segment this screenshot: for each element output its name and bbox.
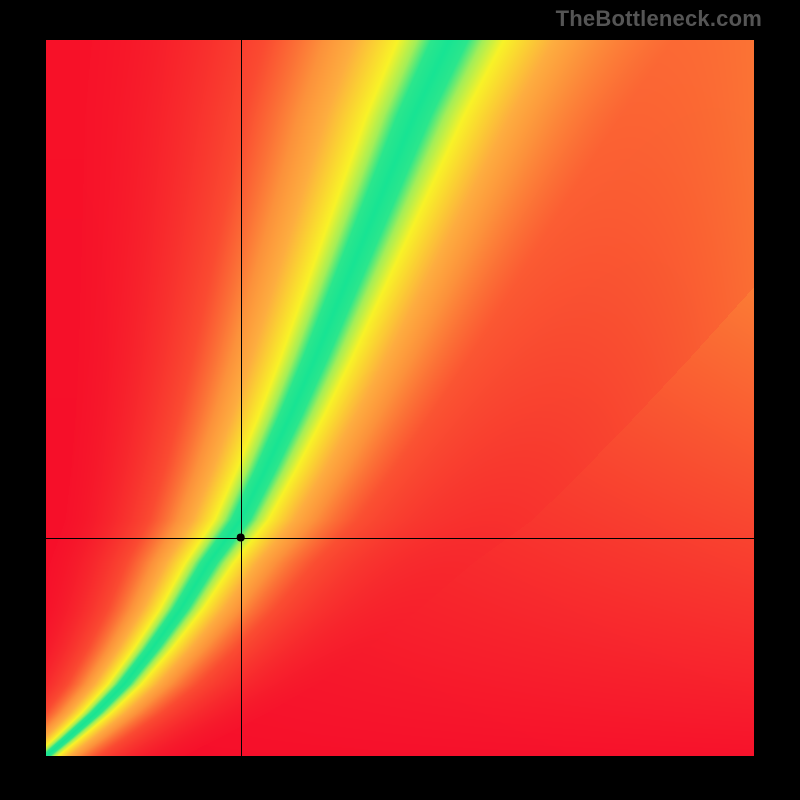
heatmap-canvas	[46, 40, 754, 756]
chart-frame: TheBottleneck.com	[0, 0, 800, 800]
heatmap-plot	[46, 40, 754, 756]
watermark-text: TheBottleneck.com	[556, 6, 762, 32]
